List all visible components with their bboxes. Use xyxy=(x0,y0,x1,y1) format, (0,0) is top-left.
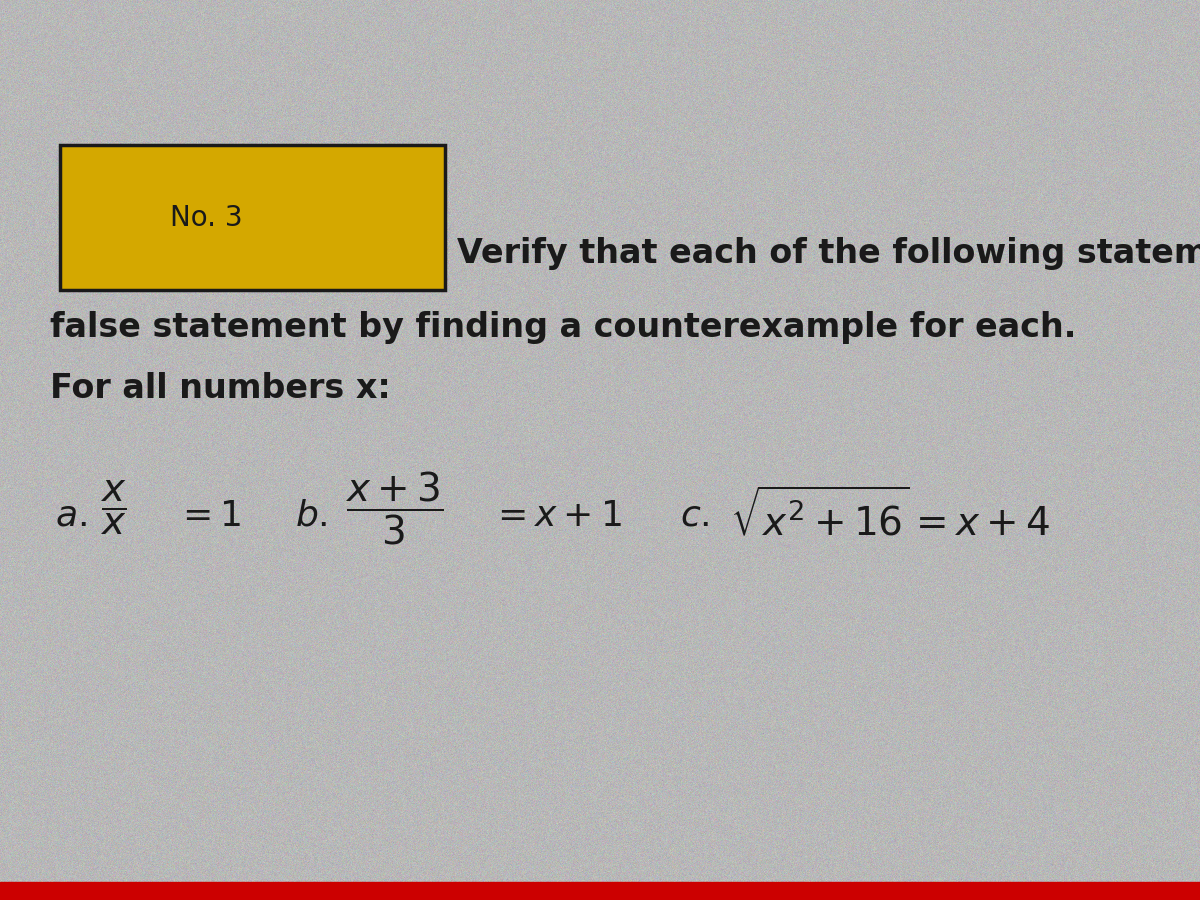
Text: $= x + 1$: $= x + 1$ xyxy=(490,499,622,533)
Bar xyxy=(60,145,445,290)
Text: $a.$: $a.$ xyxy=(55,499,86,533)
Text: No. 3: No. 3 xyxy=(170,203,242,231)
Bar xyxy=(0,882,1200,900)
Text: For all numbers x:: For all numbers x: xyxy=(50,372,391,404)
Text: $\sqrt{x^2 + 16} = x + 4$: $\sqrt{x^2 + 16} = x + 4$ xyxy=(730,489,1050,544)
Text: $b.$: $b.$ xyxy=(295,499,328,533)
Text: $c.$: $c.$ xyxy=(680,499,709,533)
Text: $= 1$: $= 1$ xyxy=(175,499,241,533)
Text: Verify that each of the following statements is a: Verify that each of the following statem… xyxy=(457,238,1200,270)
Text: $\dfrac{x+3}{3}$: $\dfrac{x+3}{3}$ xyxy=(346,470,444,546)
Text: false statement by finding a counterexample for each.: false statement by finding a counterexam… xyxy=(50,311,1076,345)
Text: $\dfrac{x}{x}$: $\dfrac{x}{x}$ xyxy=(100,479,126,537)
